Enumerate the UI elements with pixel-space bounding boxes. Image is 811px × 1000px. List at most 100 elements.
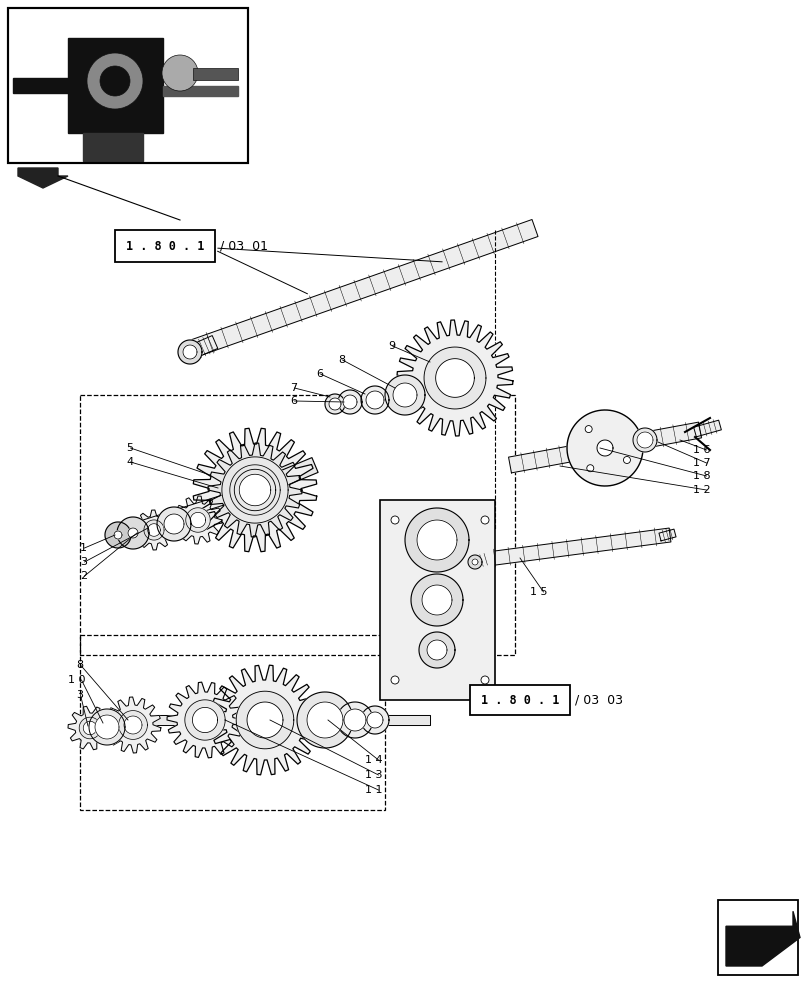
Polygon shape <box>328 398 341 410</box>
Polygon shape <box>124 716 142 734</box>
Polygon shape <box>337 390 362 414</box>
Polygon shape <box>633 428 656 452</box>
Polygon shape <box>247 702 283 738</box>
Polygon shape <box>361 386 388 414</box>
Polygon shape <box>89 709 125 745</box>
Polygon shape <box>185 700 225 740</box>
Text: 1 7: 1 7 <box>692 458 710 468</box>
Text: 6: 6 <box>315 369 323 379</box>
Bar <box>8 8 247 163</box>
Polygon shape <box>596 440 612 456</box>
Circle shape <box>100 66 130 96</box>
Text: 3: 3 <box>80 557 87 567</box>
Bar <box>163 86 238 96</box>
Polygon shape <box>307 702 342 738</box>
Circle shape <box>623 456 629 463</box>
Polygon shape <box>193 428 316 552</box>
Polygon shape <box>427 640 446 660</box>
Polygon shape <box>508 422 701 473</box>
Polygon shape <box>471 559 478 565</box>
Polygon shape <box>566 410 642 486</box>
Text: 8: 8 <box>337 355 345 365</box>
Polygon shape <box>182 336 217 361</box>
Bar <box>115 230 215 262</box>
Text: 1 2: 1 2 <box>692 485 710 495</box>
Circle shape <box>480 516 488 524</box>
Polygon shape <box>148 524 160 536</box>
Text: 5: 5 <box>126 443 133 453</box>
Polygon shape <box>478 528 670 567</box>
Polygon shape <box>118 711 148 739</box>
Polygon shape <box>659 529 676 541</box>
Circle shape <box>391 676 398 684</box>
Polygon shape <box>410 574 462 626</box>
Polygon shape <box>297 692 353 748</box>
Circle shape <box>480 676 488 684</box>
Polygon shape <box>144 520 164 540</box>
Polygon shape <box>95 715 119 739</box>
Polygon shape <box>157 507 191 541</box>
Text: 6: 6 <box>290 396 297 406</box>
Polygon shape <box>135 510 174 550</box>
Polygon shape <box>178 340 202 364</box>
Polygon shape <box>114 531 122 539</box>
Polygon shape <box>366 391 384 409</box>
Polygon shape <box>182 345 197 359</box>
Text: / 03  01: / 03 01 <box>220 239 268 252</box>
Text: 1 3: 1 3 <box>365 770 382 780</box>
Circle shape <box>87 53 143 109</box>
Text: 7: 7 <box>290 383 297 393</box>
Polygon shape <box>367 712 383 728</box>
Polygon shape <box>471 554 491 567</box>
Polygon shape <box>79 717 101 739</box>
Polygon shape <box>337 702 372 738</box>
Polygon shape <box>234 469 276 511</box>
Polygon shape <box>405 508 469 572</box>
Polygon shape <box>128 528 138 538</box>
Bar <box>13 78 73 93</box>
Text: 2: 2 <box>80 571 87 581</box>
Circle shape <box>391 516 398 524</box>
Polygon shape <box>422 585 452 615</box>
Polygon shape <box>436 359 474 397</box>
Circle shape <box>162 55 198 91</box>
Text: 1 4: 1 4 <box>365 755 382 765</box>
Polygon shape <box>210 665 320 775</box>
Polygon shape <box>164 514 184 534</box>
Text: 4: 4 <box>126 457 133 467</box>
Polygon shape <box>230 465 280 515</box>
Polygon shape <box>68 706 112 750</box>
Polygon shape <box>324 394 345 414</box>
Circle shape <box>586 465 593 472</box>
Text: 1 . 8 0 . 1: 1 . 8 0 . 1 <box>480 694 559 706</box>
Text: 1 1: 1 1 <box>365 785 382 795</box>
Text: / 03  03: / 03 03 <box>574 694 622 706</box>
Bar <box>8 8 247 163</box>
Polygon shape <box>361 706 388 734</box>
Polygon shape <box>190 512 205 528</box>
Polygon shape <box>105 522 131 548</box>
Polygon shape <box>418 632 454 668</box>
Text: 1 0: 1 0 <box>68 675 85 685</box>
Polygon shape <box>384 375 424 415</box>
Text: 8: 8 <box>76 660 83 670</box>
Polygon shape <box>174 496 221 544</box>
Text: 3: 3 <box>76 690 83 700</box>
Polygon shape <box>397 320 513 436</box>
Polygon shape <box>85 715 430 725</box>
Polygon shape <box>725 911 799 966</box>
Polygon shape <box>342 395 357 409</box>
Polygon shape <box>117 517 148 549</box>
Polygon shape <box>251 458 318 497</box>
Polygon shape <box>393 383 417 407</box>
Bar <box>717 900 797 975</box>
Text: 9: 9 <box>388 341 395 351</box>
Polygon shape <box>417 520 457 560</box>
Polygon shape <box>191 220 538 356</box>
Text: 1 5: 1 5 <box>530 587 547 597</box>
Polygon shape <box>105 697 161 753</box>
Polygon shape <box>693 420 720 437</box>
Polygon shape <box>110 485 256 540</box>
Polygon shape <box>18 168 68 188</box>
Text: 1: 1 <box>80 543 87 553</box>
